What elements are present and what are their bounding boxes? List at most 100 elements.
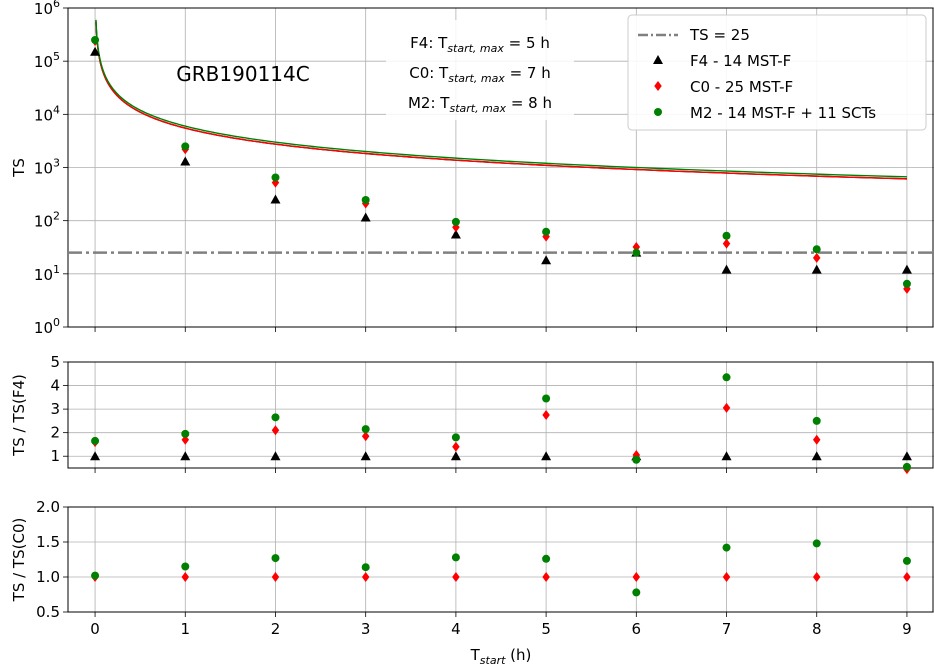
x-tick-label: 1	[180, 620, 190, 638]
y-tick-label: 105	[34, 50, 60, 71]
data-point	[722, 572, 731, 582]
data-point	[901, 264, 912, 274]
data-point	[361, 563, 370, 572]
legend-marker	[654, 108, 662, 116]
data-point	[903, 572, 911, 582]
x-tick-label: 7	[722, 620, 732, 638]
legend-box	[627, 14, 927, 131]
y-tick-label: 0.5	[36, 603, 60, 621]
data-point	[270, 194, 281, 204]
data-point	[811, 451, 822, 461]
axes-frame	[67, 7, 934, 328]
data-point	[91, 36, 100, 45]
y-axis-label: TS / TS(C0)	[10, 518, 28, 603]
y-tick-label: 101	[34, 263, 60, 284]
data-point	[181, 429, 190, 438]
y-tick-label: 103	[34, 157, 60, 178]
data-point	[270, 451, 281, 461]
data-point	[450, 451, 461, 461]
x-tick-label: 6	[632, 620, 642, 638]
data-point	[542, 394, 551, 403]
y-tick-label: 2	[50, 424, 60, 442]
data-point	[902, 556, 911, 565]
y-tick-label: 1.0	[36, 568, 60, 586]
data-point	[271, 572, 280, 582]
x-tick-label: 2	[271, 620, 281, 638]
data-point	[91, 436, 100, 445]
data-point	[812, 252, 821, 263]
axes-frame	[67, 361, 934, 469]
data-point	[542, 572, 550, 582]
y-axis-label: TS	[10, 158, 28, 178]
legend: TS = 25 F4 - 14 MST-F C0 - 25 MST-F M2 - 14…	[627, 14, 927, 131]
data-point	[722, 373, 731, 382]
data-point	[271, 173, 280, 182]
data-point	[632, 572, 641, 582]
data-point	[451, 553, 460, 562]
data-point	[452, 441, 460, 452]
data-point	[90, 46, 101, 56]
data-point	[271, 413, 280, 422]
data-point	[812, 416, 821, 425]
legend-entry: M2 - 14 MST-F + 11 SCTs	[690, 104, 876, 122]
legend-entry: F4 - 14 MST-F	[690, 52, 791, 70]
data-point	[542, 227, 551, 236]
y-tick-label: 1	[50, 447, 60, 465]
fit-curve	[95, 19, 907, 178]
grb-annotation: GRB190114C	[176, 62, 309, 86]
y-tick-label: 5	[50, 353, 60, 371]
data-point	[632, 455, 641, 464]
data-point	[360, 451, 371, 461]
y-tick-label: 4	[50, 377, 60, 395]
y-tick-label: 100	[34, 316, 60, 337]
data-point	[451, 433, 460, 442]
data-point	[902, 279, 911, 288]
data-point	[90, 451, 101, 461]
data-point	[180, 451, 191, 461]
tmax-box	[386, 20, 574, 120]
x-tick-label: 8	[812, 620, 822, 638]
x-axis-label: Tstart (h)	[470, 646, 532, 667]
data-point	[812, 539, 821, 548]
y-tick-label: 3	[50, 400, 60, 418]
data-point	[722, 238, 731, 249]
data-point	[181, 562, 190, 571]
data-point	[542, 410, 550, 420]
y-tick-label: 102	[34, 210, 60, 231]
data-point	[361, 431, 370, 442]
y-tick-label: 104	[34, 103, 60, 124]
data-point	[91, 571, 100, 580]
data-point	[812, 434, 821, 445]
legend-entry: C0 - 25 MST-F	[690, 78, 793, 96]
x-tick-label: 9	[902, 620, 912, 638]
data-point	[451, 217, 460, 226]
axes-frame	[67, 506, 934, 613]
x-tick-label: 4	[451, 620, 461, 638]
data-point	[361, 425, 370, 434]
y-axis-label: TS / TS(F4)	[10, 374, 28, 457]
data-point	[721, 264, 732, 274]
data-point	[181, 142, 190, 151]
x-tick-label: 3	[361, 620, 371, 638]
data-point	[271, 425, 280, 436]
data-point	[901, 451, 912, 461]
tmax-annotation: M2: Tstart, max = 8 h	[408, 94, 552, 115]
tmax-annotation: C0: Tstart, max = 7 h	[409, 64, 551, 85]
data-point	[632, 588, 641, 597]
x-tick-label: 5	[541, 620, 551, 638]
ratio-f4-panel: 1 2 3 4 5 TS / TS(F4)	[10, 353, 934, 475]
y-tick-label: 1.5	[36, 533, 60, 551]
data-point	[722, 543, 731, 552]
data-point	[812, 245, 821, 254]
legend-entry-threshold: TS = 25	[689, 26, 750, 44]
data-point	[721, 451, 732, 461]
data-point	[181, 572, 190, 582]
data-point	[180, 156, 191, 166]
data-point	[360, 212, 371, 222]
data-point	[271, 554, 280, 563]
data-point	[632, 248, 641, 257]
tmax-annotation: F4: Tstart, max = 5 h	[410, 34, 550, 55]
data-point	[541, 255, 552, 265]
data-point	[902, 462, 911, 471]
